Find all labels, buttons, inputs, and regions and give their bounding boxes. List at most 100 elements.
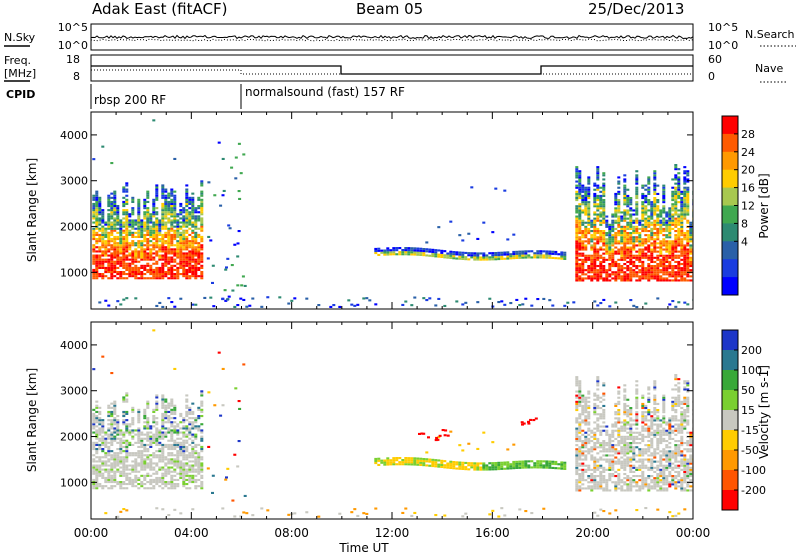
- power-cell: [671, 250, 675, 253]
- power-cell: [659, 252, 663, 255]
- power-cell: [461, 239, 465, 242]
- power-cell: [92, 215, 96, 218]
- power-cell: [602, 217, 606, 220]
- power-cell: [236, 242, 240, 245]
- power-cell: [92, 194, 96, 197]
- power-cell: [113, 250, 117, 253]
- velocity-cell: [623, 450, 627, 453]
- velocity-cell: [362, 512, 366, 515]
- power-cell: [686, 269, 690, 272]
- velocity-cell: [374, 462, 378, 465]
- velocity-cell: [110, 439, 114, 442]
- velocity-cell: [155, 417, 159, 420]
- power-cell: [668, 213, 672, 216]
- power-cell: [377, 247, 381, 250]
- velocity-cell: [200, 464, 204, 467]
- power-cell: [674, 271, 678, 274]
- power-cell: [584, 213, 588, 216]
- velocity-cell: [92, 425, 96, 428]
- power-cell: [611, 254, 615, 257]
- velocity-cell: [98, 445, 102, 448]
- power-cell: [470, 254, 474, 257]
- velocity-cell: [191, 445, 195, 448]
- power-cell: [173, 215, 177, 218]
- velocity-cell: [128, 443, 132, 446]
- velocity-cell: [170, 433, 174, 436]
- power-cell: [611, 223, 615, 226]
- power-cell: [92, 221, 96, 224]
- power-cell: [620, 248, 624, 251]
- velocity-cell: [170, 417, 174, 420]
- power-cell: [419, 247, 423, 250]
- power-cell: [113, 198, 117, 201]
- power-cell: [185, 235, 189, 238]
- velocity-cell: [197, 458, 201, 461]
- power-cell: [143, 225, 147, 228]
- power-cell: [200, 258, 204, 261]
- power-cell: [560, 253, 564, 256]
- velocity-cell: [620, 481, 624, 484]
- power-cell: [152, 248, 156, 251]
- velocity-cell: [116, 429, 120, 432]
- velocity-cell: [116, 515, 120, 518]
- y-tick-label: 3000: [60, 175, 88, 188]
- power-cell: [632, 304, 636, 307]
- power-cell: [161, 213, 165, 216]
- power-cell: [134, 277, 138, 280]
- velocity-cell: [134, 481, 138, 484]
- power-cell: [626, 227, 630, 230]
- power-cell: [110, 262, 114, 265]
- velocity-cell: [167, 458, 171, 461]
- power-cell: [653, 232, 657, 235]
- velocity-cell: [200, 468, 204, 471]
- velocity-cell: [167, 406, 171, 409]
- power-cell: [662, 184, 666, 187]
- power-cell: [167, 244, 171, 247]
- power-cell: [590, 230, 594, 233]
- power-cell: [191, 211, 195, 214]
- power-cell: [152, 235, 156, 238]
- power-cell: [213, 194, 217, 197]
- power-cell: [575, 263, 579, 266]
- velocity-cell: [107, 406, 111, 409]
- velocity-cell: [641, 411, 645, 414]
- velocity-cell: [95, 431, 99, 434]
- velocity-cell: [179, 470, 183, 473]
- power-cell: [176, 252, 180, 255]
- velocity-cell: [383, 461, 387, 464]
- power-cell: [674, 256, 678, 259]
- velocity-cell: [119, 431, 123, 434]
- power-cell: [104, 260, 108, 263]
- velocity-cell: [107, 487, 111, 490]
- velocity-cell: [134, 485, 138, 488]
- power-cell: [134, 244, 138, 247]
- power-cell: [686, 211, 690, 214]
- power-cell: [128, 254, 132, 257]
- power-cell: [659, 209, 663, 212]
- power-cell: [140, 250, 144, 253]
- power-cell: [92, 248, 96, 251]
- power-cell: [161, 219, 165, 222]
- velocity-cell: [101, 425, 105, 428]
- power-cell: [683, 176, 687, 179]
- power-cell: [116, 242, 120, 245]
- velocity-cell: [434, 459, 438, 462]
- velocity-cell: [611, 450, 615, 453]
- power-cell: [596, 186, 600, 189]
- velocity-cell: [152, 485, 156, 488]
- power-cell: [200, 194, 204, 197]
- velocity-cell: [200, 458, 204, 461]
- power-cell: [188, 258, 192, 261]
- power-cell: [626, 267, 630, 270]
- velocity-cell: [434, 465, 438, 468]
- power-cell: [143, 202, 147, 205]
- power-cell: [185, 217, 189, 220]
- velocity-cell: [593, 448, 597, 451]
- power-cell: [671, 248, 675, 251]
- velocity-cell: [611, 425, 615, 428]
- velocity-cell: [188, 474, 192, 477]
- velocity-cell: [161, 450, 165, 453]
- velocity-cell: [104, 468, 108, 471]
- velocity-cell: [611, 464, 615, 467]
- power-cell: [116, 260, 120, 263]
